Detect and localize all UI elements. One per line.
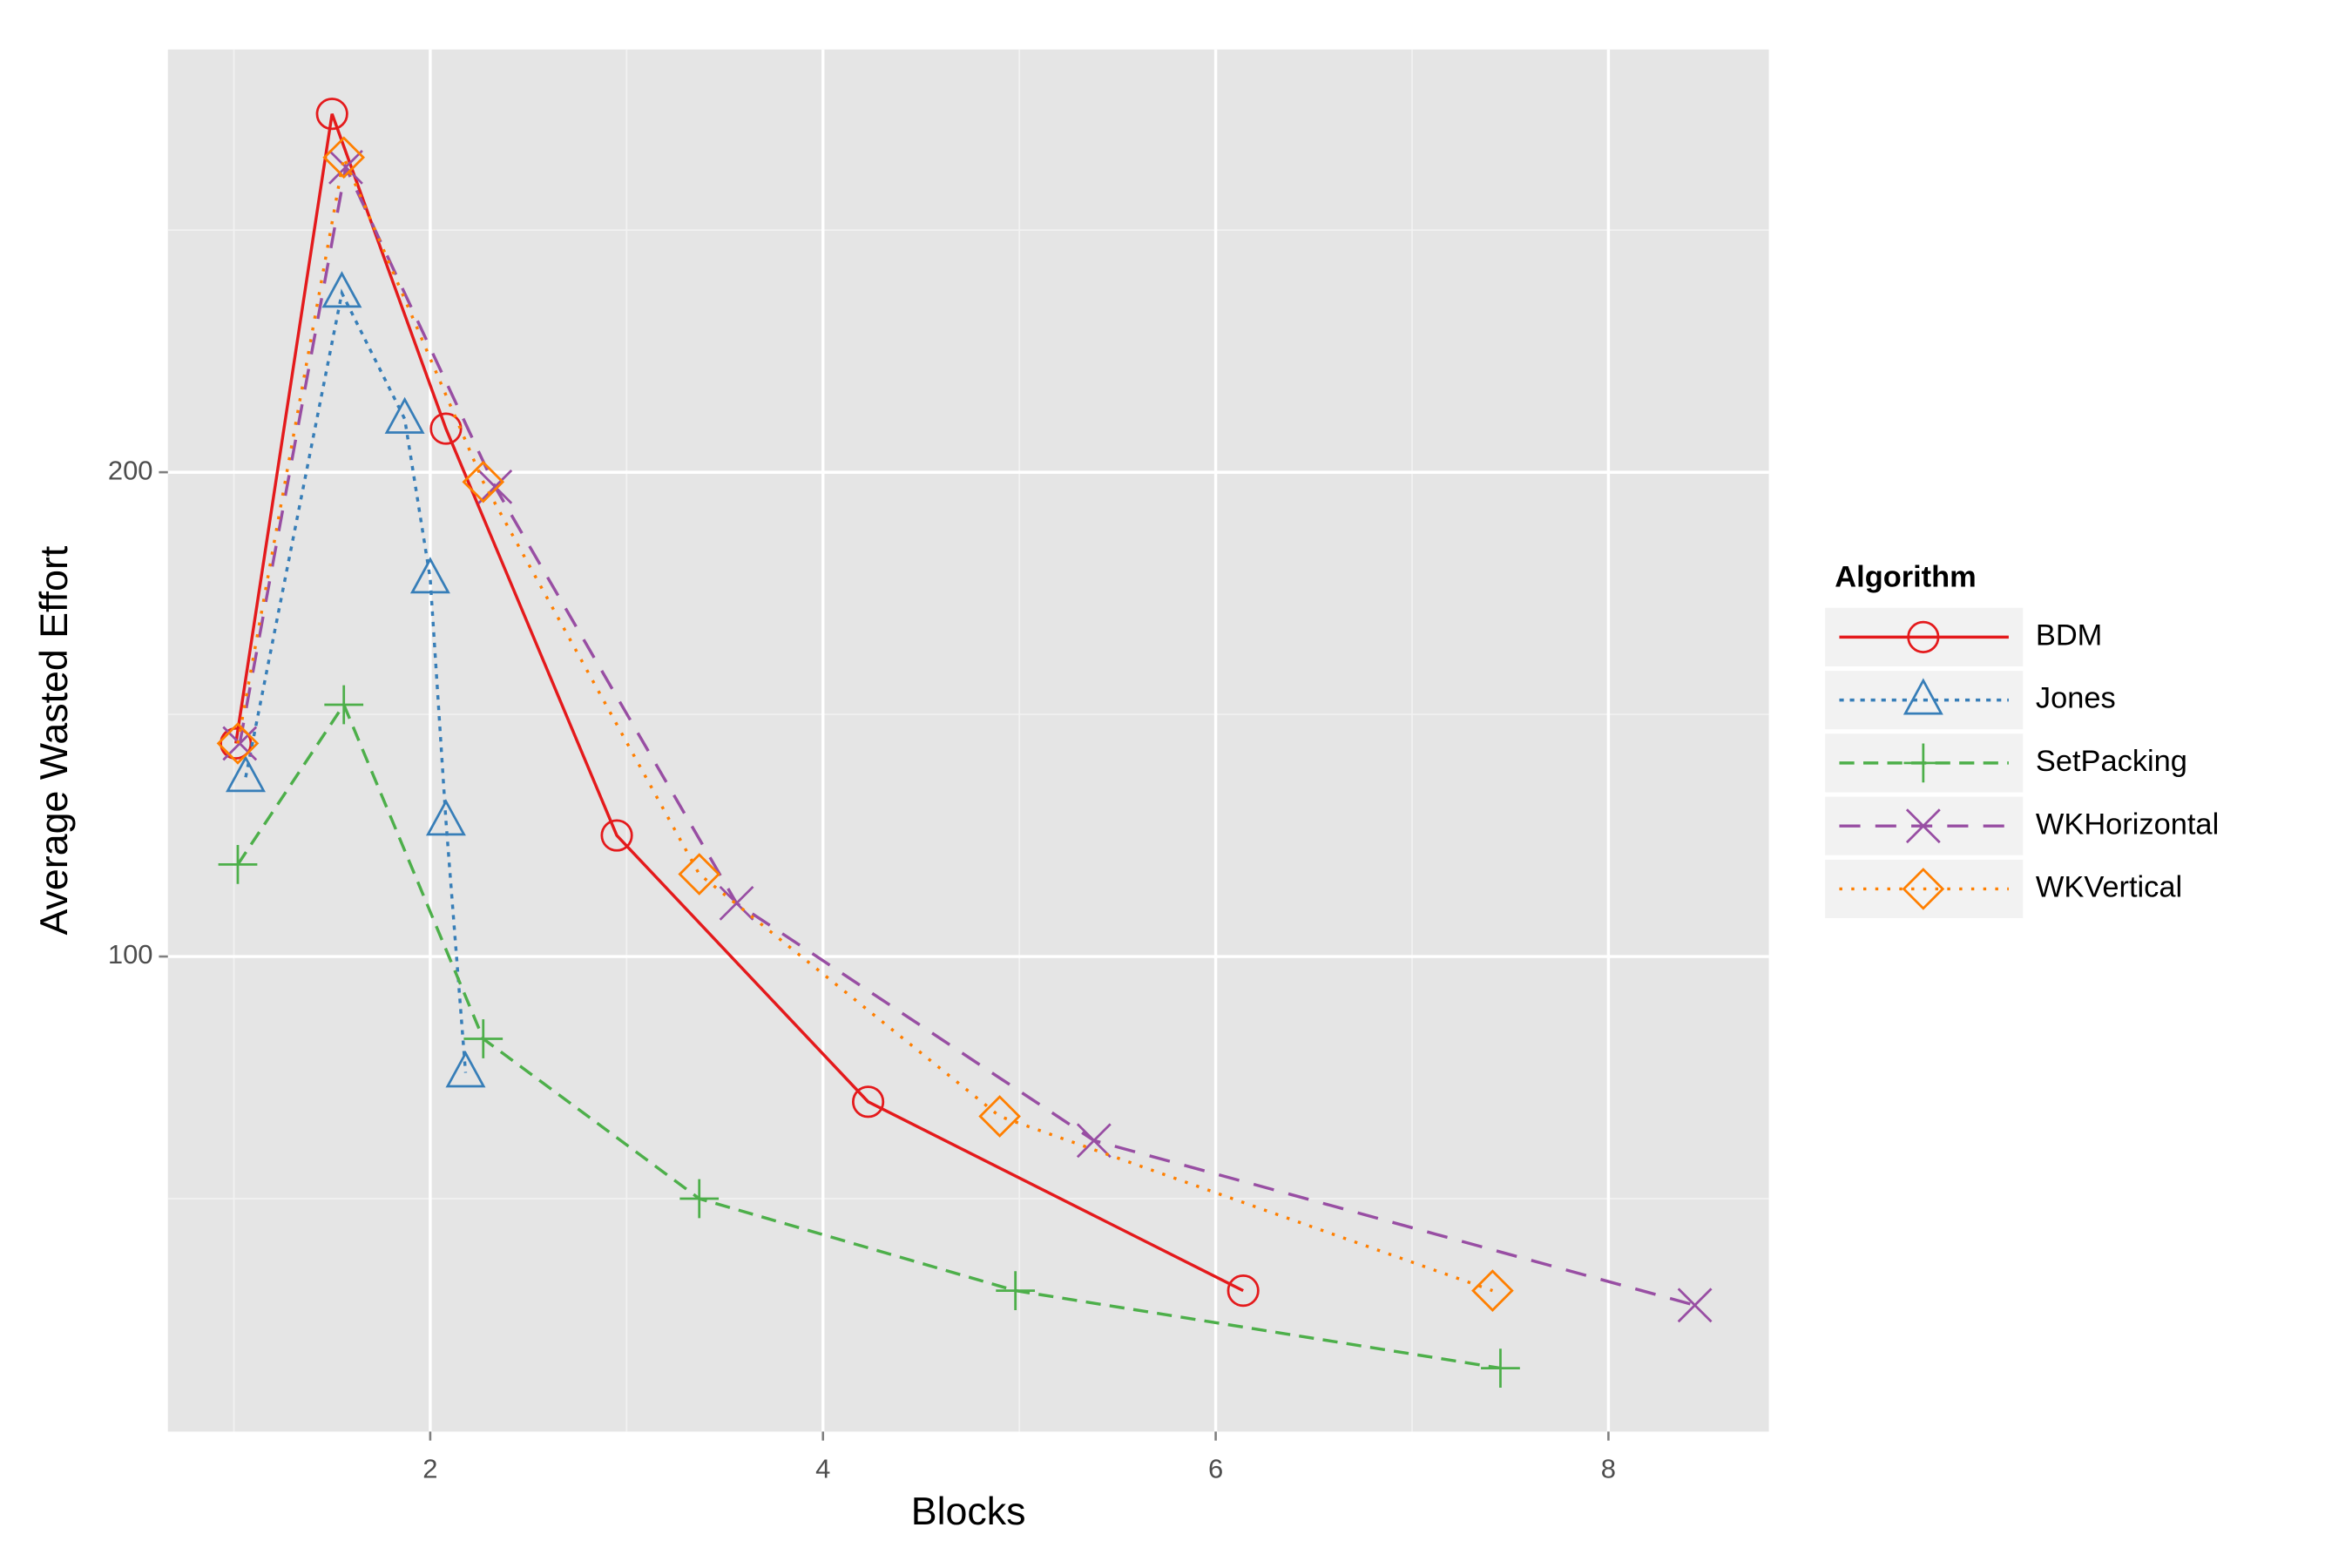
- x-axis-title: Blocks: [911, 1490, 1026, 1533]
- marker: [409, 557, 450, 594]
- marker: [1227, 1274, 1260, 1308]
- marker: [324, 685, 364, 725]
- legend-label: BDM: [2036, 618, 2102, 652]
- y-tick-label: 200: [108, 455, 153, 485]
- x-tick-label: 8: [1601, 1453, 1616, 1484]
- marker: [322, 136, 366, 179]
- marker: [679, 1179, 720, 1219]
- line: [236, 701, 1501, 1370]
- marker: [463, 1019, 504, 1058]
- marker: [462, 460, 505, 504]
- marker: [1905, 808, 1941, 844]
- legend-label: Jones: [2036, 682, 2116, 715]
- marker: [996, 1271, 1036, 1310]
- marker: [1471, 1269, 1514, 1312]
- y-axis-title: Average Wasted Effort: [32, 545, 76, 935]
- marker: [216, 722, 260, 765]
- line: [238, 162, 1696, 1307]
- marker: [678, 853, 721, 896]
- x-tick-label: 6: [1208, 1453, 1223, 1484]
- legend-label: WKVertical: [2036, 871, 2182, 904]
- marker: [1076, 1123, 1112, 1159]
- y-tick-label: 100: [108, 939, 153, 970]
- marker: [1481, 1348, 1520, 1388]
- marker: [1677, 1288, 1713, 1323]
- marker: [328, 149, 363, 185]
- marker: [1902, 868, 1945, 910]
- legend-title: Algorithm: [1835, 560, 1976, 593]
- x-tick-label: 2: [422, 1453, 437, 1484]
- line: [244, 288, 468, 1073]
- marker: [218, 845, 258, 884]
- x-tick-label: 4: [815, 1453, 830, 1484]
- marker: [429, 412, 463, 445]
- marker: [852, 1085, 885, 1119]
- line: [234, 113, 1244, 1293]
- legend-label: WKHorizontal: [2036, 808, 2219, 841]
- marker: [1903, 743, 1943, 783]
- marker: [719, 885, 754, 921]
- marker: [220, 727, 253, 760]
- marker: [1907, 620, 1940, 653]
- marker: [315, 98, 348, 131]
- marker: [384, 396, 425, 434]
- plot-panel: [167, 49, 1769, 1432]
- marker: [1903, 678, 1943, 715]
- marker: [477, 469, 513, 504]
- marker: [445, 1051, 486, 1088]
- marker: [321, 271, 362, 308]
- marker: [600, 819, 633, 852]
- marker: [425, 799, 466, 836]
- legend-label: SetPacking: [2036, 745, 2187, 778]
- marker: [226, 755, 266, 793]
- marker: [978, 1095, 1021, 1138]
